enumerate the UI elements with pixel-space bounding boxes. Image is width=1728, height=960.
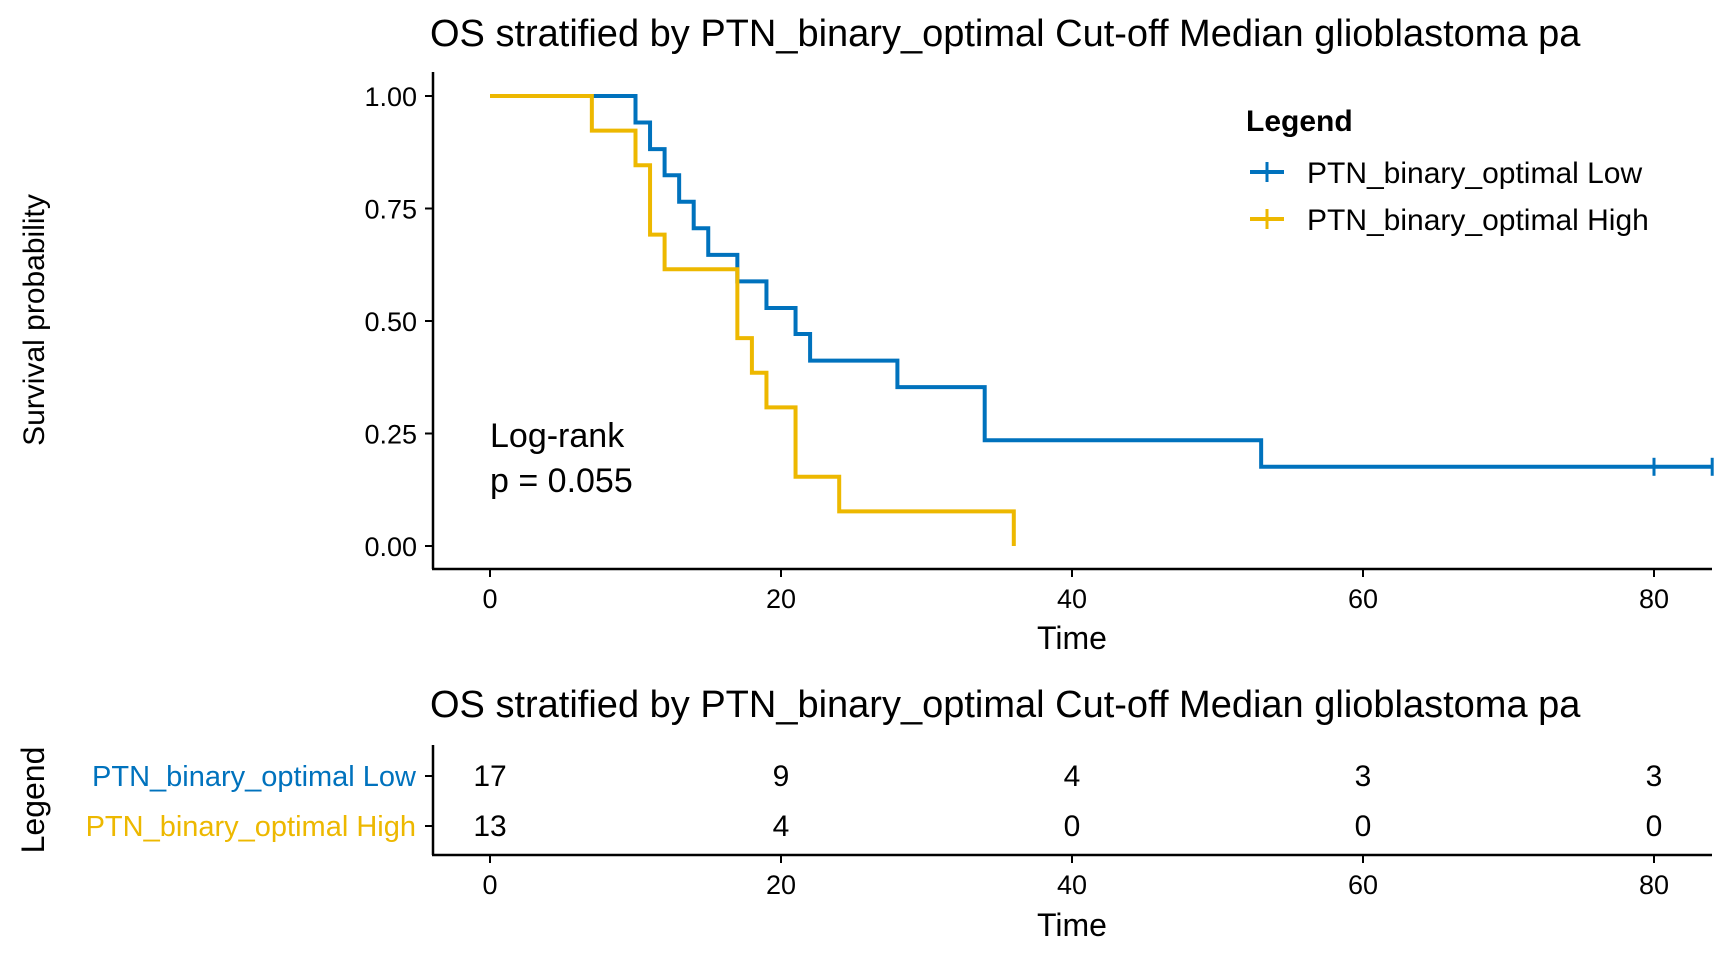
y-tick-label: 0.25	[364, 420, 417, 450]
risk-table-title: OS stratified by PTN_binary_optimal Cut-…	[430, 684, 1581, 726]
risk-table-y-label: Legend	[15, 747, 51, 854]
y-tick-label: 0.00	[364, 532, 417, 562]
risk-cell: 3	[1355, 760, 1372, 793]
x-axis-label: Time	[1037, 620, 1107, 656]
y-axis-label: Survival probability	[18, 194, 51, 446]
x-tick-label: 60	[1348, 584, 1378, 614]
risk-table-cells: 17 9 4 3 3 13 4 0 0 0	[473, 760, 1662, 843]
risk-x-tick-label: 80	[1639, 870, 1669, 900]
risk-x-tick-label: 40	[1057, 870, 1087, 900]
risk-table: OS stratified by PTN_binary_optimal Cut-…	[15, 684, 1712, 943]
y-tick-label: 0.75	[364, 195, 417, 225]
x-tick-label: 40	[1057, 584, 1087, 614]
survival-plot-title: OS stratified by PTN_binary_optimal Cut-…	[430, 13, 1581, 55]
x-tick-label: 0	[482, 584, 497, 614]
y-tick-label: 1.00	[364, 82, 417, 112]
risk-cell: 13	[473, 810, 506, 843]
logrank-label: Log-rank	[490, 417, 625, 455]
legend-entry-high: PTN_binary_optimal High	[1307, 204, 1649, 237]
risk-cell: 0	[1355, 810, 1372, 843]
risk-x-tick-label: 20	[766, 870, 796, 900]
pvalue-label: p = 0.055	[490, 462, 633, 500]
x-tick-label: 80	[1639, 584, 1669, 614]
risk-cell: 4	[1064, 760, 1081, 793]
survival-curve-low	[490, 94, 1713, 469]
risk-cell: 3	[1646, 760, 1663, 793]
legend-entry-low: PTN_binary_optimal Low	[1307, 157, 1642, 190]
risk-x-tick-label: 0	[482, 870, 497, 900]
survival-curves	[490, 94, 1714, 546]
risk-cell: 0	[1646, 810, 1663, 843]
risk-row-label-high: PTN_binary_optimal High	[86, 811, 416, 843]
y-axis-ticks: 0.00 0.25 0.50 0.75 1.00	[364, 82, 432, 562]
risk-cell: 9	[773, 760, 790, 793]
legend-title: Legend	[1246, 105, 1353, 138]
legend-key-low	[1250, 162, 1284, 182]
survival-plot: OS stratified by PTN_binary_optimal Cut-…	[18, 13, 1714, 656]
risk-x-tick-label: 60	[1348, 870, 1378, 900]
risk-cell: 17	[473, 760, 506, 793]
x-axis-ticks: 0 20 40 60 80	[482, 570, 1669, 614]
legend: Legend PTN_binary_optimal Low PTN_binary…	[1246, 105, 1649, 237]
y-tick-label: 0.50	[364, 307, 417, 337]
risk-cell: 4	[773, 810, 790, 843]
risk-cell: 0	[1064, 810, 1081, 843]
risk-table-x-ticks: 0 20 40 60 80	[482, 856, 1669, 900]
risk-table-x-label: Time	[1037, 907, 1107, 943]
x-tick-label: 20	[766, 584, 796, 614]
survival-curve-high	[490, 94, 1016, 546]
legend-key-high	[1250, 209, 1284, 229]
risk-row-label-low: PTN_binary_optimal Low	[92, 761, 417, 793]
